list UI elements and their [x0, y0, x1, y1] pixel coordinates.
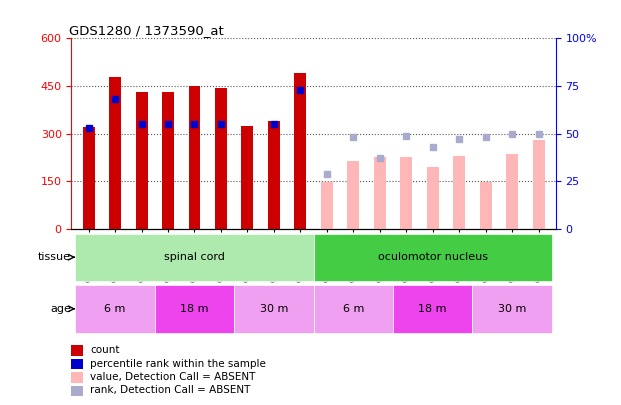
Text: 18 m: 18 m — [419, 304, 447, 314]
Text: count: count — [90, 345, 120, 355]
Text: 6 m: 6 m — [104, 304, 126, 314]
Bar — [314, 284, 393, 333]
Text: 30 m: 30 m — [260, 304, 288, 314]
Bar — [393, 284, 473, 333]
Bar — [374, 158, 386, 229]
Bar — [347, 161, 360, 229]
Bar — [321, 182, 333, 229]
Bar — [473, 284, 552, 333]
Text: spinal cord: spinal cord — [164, 252, 225, 262]
Bar — [314, 234, 552, 281]
Bar — [268, 121, 280, 229]
Bar — [533, 140, 545, 229]
Bar — [401, 158, 412, 229]
Text: GDS1280 / 1373590_at: GDS1280 / 1373590_at — [69, 24, 224, 37]
Bar — [75, 234, 314, 281]
Bar — [427, 167, 438, 229]
Bar — [109, 77, 121, 229]
Bar — [83, 127, 94, 229]
Text: 6 m: 6 m — [343, 304, 364, 314]
Text: tissue: tissue — [38, 252, 71, 262]
Text: 18 m: 18 m — [180, 304, 209, 314]
Text: rank, Detection Call = ABSENT: rank, Detection Call = ABSENT — [90, 386, 250, 395]
Bar — [479, 182, 492, 229]
Bar — [242, 126, 253, 229]
Bar — [215, 87, 227, 229]
Bar — [453, 156, 465, 229]
Bar — [234, 284, 314, 333]
Text: age: age — [50, 304, 71, 314]
Bar — [135, 92, 148, 229]
Bar — [294, 73, 306, 229]
Text: value, Detection Call = ABSENT: value, Detection Call = ABSENT — [90, 372, 255, 382]
Bar — [75, 284, 155, 333]
Text: 30 m: 30 m — [498, 304, 527, 314]
Bar — [506, 154, 518, 229]
Bar — [189, 86, 201, 229]
Text: oculomotor nucleus: oculomotor nucleus — [378, 252, 487, 262]
Text: percentile rank within the sample: percentile rank within the sample — [90, 359, 266, 369]
Bar — [155, 284, 234, 333]
Bar — [162, 92, 174, 229]
